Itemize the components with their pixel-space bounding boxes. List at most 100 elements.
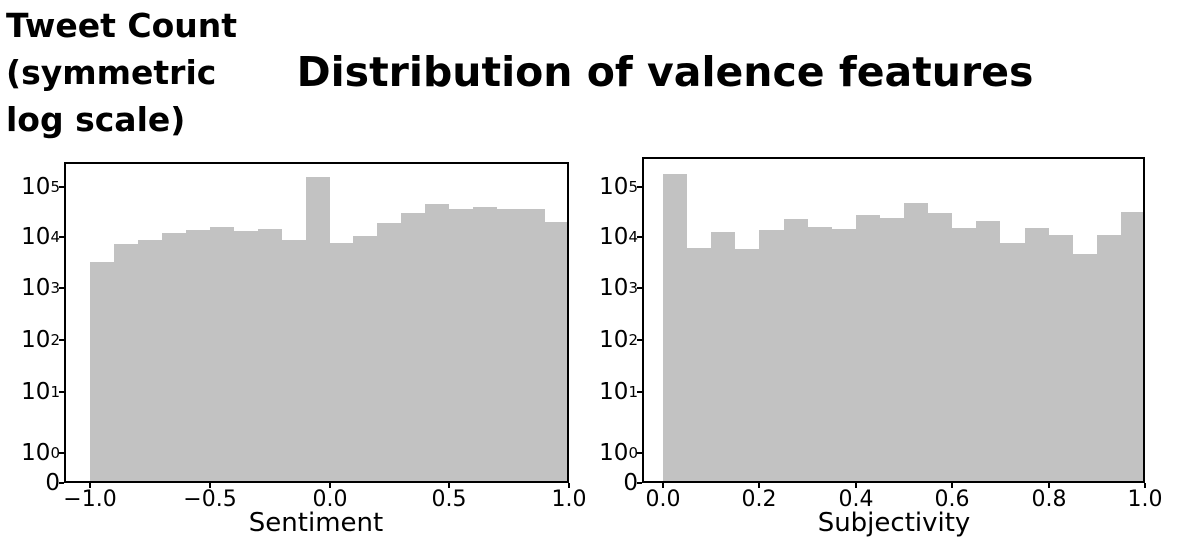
histogram-bar xyxy=(330,243,353,483)
y-tick-label: 10 3 xyxy=(21,275,60,301)
x-tick-label: 0.5 xyxy=(431,487,467,512)
histogram-bar xyxy=(234,231,258,483)
x-tick xyxy=(758,483,760,488)
y-tick-label: 0 xyxy=(45,470,60,496)
histogram-bar xyxy=(306,177,330,483)
histogram-bar xyxy=(258,229,282,483)
histogram-bar xyxy=(1097,235,1121,483)
x-tick-label: −0.5 xyxy=(183,487,237,512)
histogram-bar xyxy=(497,209,521,483)
histogram-bar xyxy=(856,215,880,483)
x-tick xyxy=(951,483,953,488)
x-tick xyxy=(1048,483,1050,488)
histogram-bar xyxy=(162,233,186,483)
histogram-bar xyxy=(687,248,711,483)
x-tick-label: 0.6 xyxy=(934,487,970,512)
x-tick xyxy=(568,483,570,488)
x-tick xyxy=(89,483,91,488)
y-axis-label-line: (symmetric xyxy=(6,53,217,92)
y-tick xyxy=(637,391,642,393)
y-axis-label-line: log scale) xyxy=(6,100,186,139)
x-tick xyxy=(209,483,211,488)
y-tick xyxy=(59,482,64,484)
histogram-bar xyxy=(1073,254,1097,483)
histogram-bar xyxy=(880,218,904,483)
y-tick-label: 10 1 xyxy=(599,379,638,405)
y-tick xyxy=(59,236,64,238)
histogram-bar xyxy=(401,213,425,483)
histogram-bar xyxy=(735,249,759,483)
histogram-bar xyxy=(449,209,473,483)
y-tick xyxy=(637,287,642,289)
histogram-bar xyxy=(90,262,114,483)
x-tick xyxy=(662,483,664,488)
y-tick-label: 10 5 xyxy=(599,174,638,200)
histogram-bar xyxy=(711,232,735,483)
y-tick-label: 10 0 xyxy=(21,440,60,466)
y-tick-label: 10 4 xyxy=(599,224,638,250)
y-tick xyxy=(637,452,642,454)
x-tick xyxy=(1144,483,1146,488)
y-tick xyxy=(59,452,64,454)
x-tick-label: 1.0 xyxy=(1127,487,1163,512)
histogram-bar xyxy=(186,230,210,483)
histogram-bar xyxy=(114,244,138,483)
histogram-bar xyxy=(1000,243,1025,483)
axes-box xyxy=(64,162,569,483)
y-tick xyxy=(59,287,64,289)
histogram-bar xyxy=(377,223,401,483)
histogram-bar xyxy=(545,222,569,483)
y-tick xyxy=(637,482,642,484)
x-tick-label: 0.0 xyxy=(312,487,348,512)
axes-box xyxy=(642,157,1145,483)
histogram-bar xyxy=(832,229,856,483)
histogram-bar xyxy=(928,213,952,483)
x-axis-label-subjectivity: Subjectivity xyxy=(817,508,971,538)
histogram-bar xyxy=(353,236,377,483)
histogram-bar xyxy=(663,174,687,483)
y-tick-label: 10 2 xyxy=(21,327,60,353)
y-tick-label: 0 xyxy=(623,470,638,496)
y-tick xyxy=(637,186,642,188)
x-tick-label: 0.8 xyxy=(1031,487,1067,512)
y-tick xyxy=(59,391,64,393)
x-tick xyxy=(855,483,857,488)
y-tick xyxy=(637,236,642,238)
histogram-bar xyxy=(808,227,832,483)
x-tick-label: 0.4 xyxy=(838,487,874,512)
y-axis-label-line: Tweet Count xyxy=(6,6,238,45)
y-tick xyxy=(637,339,642,341)
histogram-bar xyxy=(473,207,497,483)
y-axis-label: Tweet Count (symmetric log scale) xyxy=(6,2,237,143)
x-tick-label: 1.0 xyxy=(551,487,587,512)
histogram-bar xyxy=(282,240,306,483)
histogram-bar xyxy=(1121,212,1145,483)
x-axis-label-sentiment: Sentiment xyxy=(248,508,384,538)
y-tick-label: 10 4 xyxy=(21,224,60,250)
histogram-bar xyxy=(138,240,162,483)
histogram-bar xyxy=(1049,235,1073,483)
histogram-bar xyxy=(210,227,234,483)
y-tick-label: 10 0 xyxy=(599,440,638,466)
x-tick-label: 0.2 xyxy=(741,487,777,512)
y-tick-label: 10 3 xyxy=(599,275,638,301)
chart-title: Distribution of valence features xyxy=(296,48,1034,96)
histogram-bar xyxy=(521,209,545,483)
histogram-bar xyxy=(425,204,449,483)
histogram-bar xyxy=(1025,228,1049,483)
y-tick xyxy=(59,186,64,188)
x-tick xyxy=(448,483,450,488)
y-tick-label: 10 5 xyxy=(21,174,60,200)
y-tick xyxy=(59,339,64,341)
x-tick-label: 0.0 xyxy=(645,487,681,512)
histogram-bar xyxy=(904,203,928,483)
x-tick-label: −1.0 xyxy=(63,487,117,512)
histogram-bar xyxy=(759,230,784,483)
histogram-bar xyxy=(784,219,808,483)
x-tick xyxy=(329,483,331,488)
y-tick-label: 10 1 xyxy=(21,379,60,405)
histogram-bar xyxy=(976,221,1000,483)
histogram-bar xyxy=(952,228,976,483)
y-tick-label: 10 2 xyxy=(599,327,638,353)
